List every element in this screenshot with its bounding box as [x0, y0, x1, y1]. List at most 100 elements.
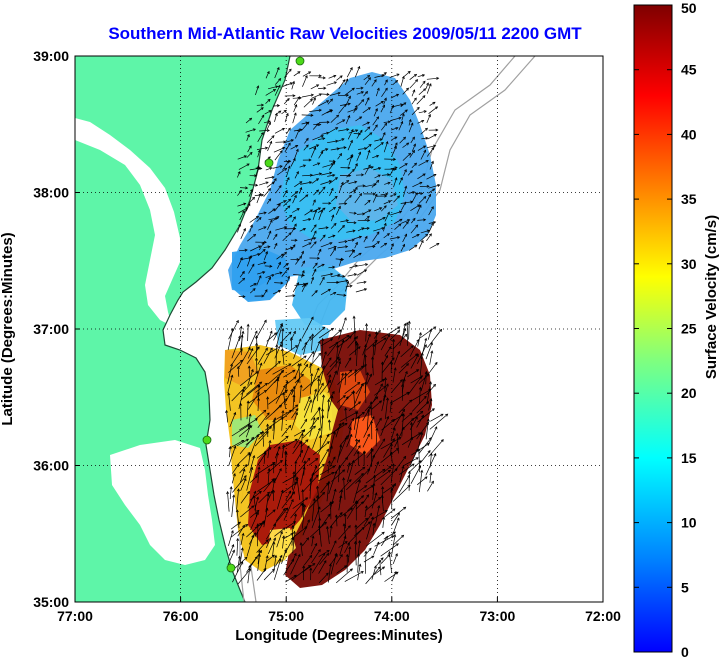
- velocity-arrow: [238, 347, 251, 368]
- velocity-arrow: [401, 412, 413, 422]
- velocity-arrowhead: [349, 433, 353, 438]
- velocity-arrowhead: [241, 439, 245, 443]
- velocity-arrow: [370, 401, 373, 418]
- colorbar-tick-label: 30: [681, 256, 697, 272]
- velocity-arrow: [417, 408, 435, 423]
- velocity-arrowhead: [286, 97, 290, 101]
- velocity-arrowhead: [364, 235, 368, 239]
- velocity-arrowhead: [344, 541, 348, 544]
- velocity-arrow: [321, 172, 332, 176]
- velocity-arrow: [327, 341, 339, 357]
- x-tick-label: 73:00: [479, 608, 515, 624]
- velocity-arrow: [347, 239, 355, 241]
- velocity-arrow: [363, 416, 375, 438]
- velocity-arrowhead: [327, 398, 331, 403]
- velocity-arrowhead: [357, 439, 361, 443]
- velocity-arrowhead: [361, 495, 365, 499]
- velocity-arrowhead: [278, 261, 281, 265]
- velocity-arrowhead: [370, 447, 374, 451]
- velocity-arrowhead: [238, 189, 242, 193]
- velocity-arrow: [392, 391, 410, 403]
- velocity-arrowhead: [401, 413, 405, 417]
- velocity-arrow: [299, 385, 302, 404]
- velocity-arrowhead: [394, 145, 397, 149]
- velocity-arrowhead: [277, 203, 281, 207]
- velocity-arrow: [299, 164, 306, 168]
- velocity-arrowhead: [356, 450, 360, 454]
- velocity-arrowhead: [254, 556, 258, 560]
- velocity-arrow: [237, 568, 251, 585]
- velocity-arrow: [267, 219, 273, 230]
- velocity-arrow: [330, 114, 339, 123]
- velocity-arrow: [373, 167, 381, 171]
- velocity-arrowhead: [278, 77, 282, 82]
- velocity-arrowhead: [339, 553, 343, 558]
- velocity-arrow: [398, 177, 403, 185]
- velocity-arrow: [428, 184, 440, 189]
- velocity-arrow: [400, 345, 414, 358]
- velocity-arrowhead: [317, 375, 321, 379]
- velocity-arrow: [320, 415, 324, 438]
- velocity-arrowhead: [420, 431, 424, 436]
- velocity-arrow: [347, 546, 351, 563]
- velocity-arrowhead: [243, 155, 248, 159]
- velocity-arrowhead: [314, 289, 318, 293]
- velocity-arrowhead: [239, 348, 243, 352]
- velocity-arrow: [321, 395, 325, 410]
- velocity-arrowhead: [268, 439, 272, 444]
- velocity-arrow: [258, 249, 266, 256]
- velocity-arrowhead: [393, 482, 396, 487]
- velocity-arrow: [273, 417, 276, 440]
- velocity-arrow: [411, 162, 417, 169]
- velocity-arrowhead: [279, 460, 283, 463]
- velocity-arrowhead: [408, 152, 412, 156]
- velocity-arrow: [286, 166, 291, 177]
- velocity-arrowhead: [267, 245, 271, 249]
- velocity-arrow: [309, 144, 319, 150]
- velocity-arrow: [281, 267, 290, 277]
- velocity-arrowhead: [434, 361, 438, 365]
- velocity-arrowhead: [332, 265, 336, 269]
- velocity-arrowhead: [394, 136, 398, 140]
- velocity-arrow: [427, 426, 438, 447]
- velocity-arrow: [353, 411, 358, 430]
- velocity-arrow: [227, 328, 234, 351]
- velocity-arrowhead: [434, 426, 438, 430]
- velocity-arrow: [346, 230, 356, 233]
- velocity-arrowhead: [387, 173, 391, 177]
- velocity-arrow: [326, 526, 330, 544]
- velocity-arrowhead: [358, 563, 362, 567]
- velocity-arrowhead: [352, 390, 356, 394]
- velocity-arrowhead: [257, 384, 261, 388]
- velocity-arrowhead: [414, 244, 418, 248]
- velocity-arrowhead: [369, 512, 373, 516]
- velocity-arrowhead: [265, 431, 269, 435]
- velocity-arrow: [320, 465, 335, 476]
- velocity-arrow: [390, 428, 396, 441]
- velocity-arrow: [389, 105, 394, 114]
- velocity-arrow: [312, 162, 320, 167]
- velocity-arrow: [275, 452, 279, 465]
- velocity-arrow: [390, 379, 403, 394]
- velocity-arrowhead: [393, 367, 397, 371]
- velocity-arrow: [239, 371, 259, 387]
- velocity-arrow: [247, 392, 260, 410]
- velocity-arrowhead: [279, 404, 283, 408]
- velocity-arrow: [229, 412, 236, 428]
- velocity-arrow: [239, 468, 245, 484]
- velocity-arrow: [281, 549, 287, 564]
- velocity-arrowhead: [345, 245, 349, 249]
- velocity-arrowhead: [288, 68, 292, 72]
- x-tick-label: 72:00: [585, 608, 621, 624]
- velocity-arrowhead: [368, 405, 372, 410]
- velocity-arrowhead: [364, 288, 368, 292]
- velocity-arrow: [274, 341, 283, 359]
- velocity-arrowhead: [440, 413, 444, 417]
- velocity-arrowhead: [270, 490, 273, 494]
- velocity-arrowhead: [272, 479, 276, 484]
- velocity-arrow: [291, 355, 307, 367]
- velocity-arrowhead: [268, 537, 272, 541]
- velocity-arrowhead: [370, 485, 374, 488]
- velocity-arrowhead: [423, 149, 427, 153]
- velocity-arrowhead: [345, 456, 348, 461]
